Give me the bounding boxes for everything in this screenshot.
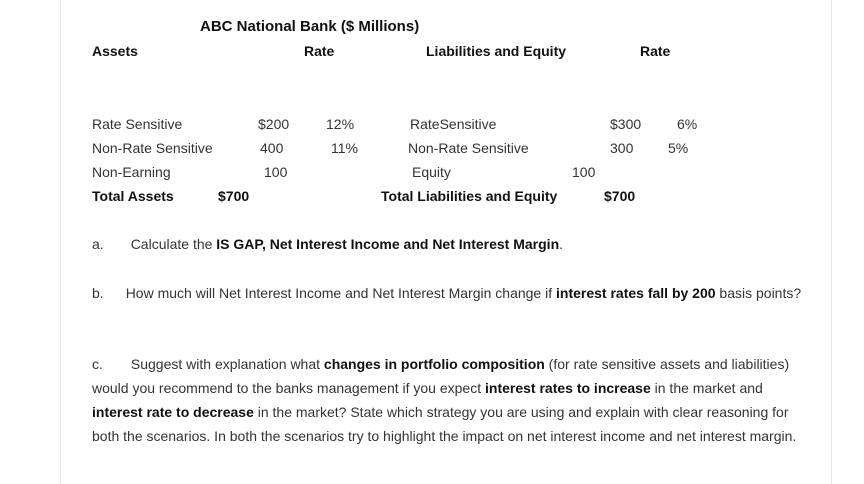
question-emphasis: interest rates to increase	[485, 380, 651, 396]
content-card	[60, 0, 832, 484]
asset-label: Non-Rate Sensitive	[92, 140, 213, 156]
liabilities-rate-header: Rate	[640, 43, 671, 59]
question-emphasis: interest rates fall by 200	[556, 285, 716, 301]
table-title: ABC National Bank ($ Millions)	[200, 18, 420, 35]
asset-rate: 12%	[326, 116, 355, 132]
question-marker: a.	[92, 236, 104, 252]
liability-amount: 100	[572, 164, 596, 180]
liability-label: Equity	[412, 164, 451, 180]
liability-label: RateSensitive	[410, 116, 497, 132]
total-assets-label: Total Assets	[92, 188, 174, 204]
asset-label: Rate Sensitive	[92, 116, 183, 132]
total-liabilities-amount: $700	[604, 188, 636, 204]
assets-header: Assets	[92, 43, 138, 59]
asset-amount: 100	[264, 164, 288, 180]
question-a: a. Calculate the IS GAP, Net Interest Inc…	[92, 232, 804, 256]
liability-label: Non-Rate Sensitive	[408, 140, 529, 156]
question-text: Calculate the	[130, 236, 217, 252]
question-text: in the market and	[650, 380, 763, 396]
assets-rate-header: Rate	[304, 43, 335, 59]
question-emphasis: IS GAP, Net Interest Income and Net Inte…	[216, 236, 560, 252]
total-liabilities-label: Total Liabilities and Equity	[381, 188, 558, 204]
asset-amount: 400	[260, 140, 284, 156]
question-marker: c.	[92, 356, 103, 372]
question-text: How much will Net Interest Income and Ne…	[125, 285, 556, 301]
liability-amount: 300	[610, 140, 634, 156]
asset-rate: 11%	[331, 140, 358, 156]
total-assets-amount: $700	[218, 188, 250, 204]
asset-label: Non-Earning	[92, 164, 171, 180]
asset-amount: $200	[258, 116, 290, 132]
question-text: in the market? State which strategy you …	[92, 404, 797, 444]
liability-amount: $300	[610, 116, 642, 132]
question-text: (for rate sensitive assets and liabiliti…	[92, 356, 790, 396]
question-text: .	[559, 236, 564, 252]
liability-rate: 5%	[668, 140, 689, 156]
liabilities-header: Liabilities and Equity	[426, 43, 567, 59]
question-emphasis: changes in portfolio composition	[323, 356, 545, 372]
question-b: b. How much will Net Interest Income and …	[92, 281, 804, 305]
question-text: basis points?	[715, 285, 802, 301]
question-emphasis: interest rate to decrease	[92, 404, 254, 420]
question-text: Suggest with explanation what	[130, 356, 324, 372]
liability-rate: 6%	[677, 116, 698, 132]
question-marker: b.	[92, 285, 104, 301]
question-c: c. Suggest with explanation what changes …	[92, 352, 804, 448]
